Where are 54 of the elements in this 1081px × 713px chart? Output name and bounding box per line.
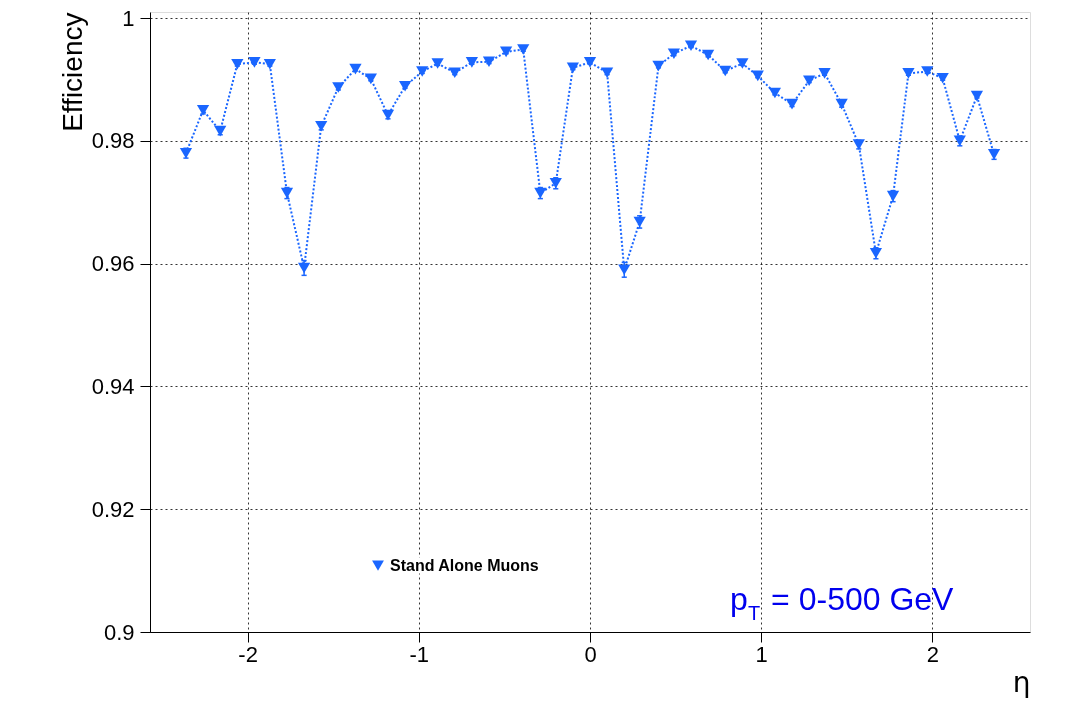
point bbox=[448, 67, 461, 79]
point bbox=[349, 63, 362, 75]
point bbox=[431, 58, 444, 69]
point bbox=[315, 120, 328, 132]
x-axis-title: η bbox=[1012, 665, 1031, 699]
x-tick-label: -2 bbox=[238, 641, 258, 667]
point bbox=[517, 44, 530, 55]
point bbox=[921, 66, 934, 77]
point bbox=[987, 149, 1001, 160]
y-tick-label: 0.92 bbox=[91, 496, 135, 522]
point bbox=[248, 57, 261, 68]
point bbox=[702, 49, 715, 61]
point bbox=[482, 56, 496, 68]
x-tick-label: 0 bbox=[584, 641, 597, 667]
point bbox=[231, 58, 244, 70]
y-axis-title: Efficiency bbox=[56, 12, 88, 132]
point bbox=[381, 109, 395, 121]
x-tick-label: 1 bbox=[755, 641, 768, 667]
point bbox=[398, 80, 412, 92]
point bbox=[601, 67, 614, 79]
x-tick-label: -1 bbox=[409, 641, 430, 667]
point bbox=[214, 125, 227, 137]
y-tick-label: 1 bbox=[122, 5, 135, 31]
point bbox=[652, 60, 665, 72]
x-tick-label: 2 bbox=[926, 641, 940, 667]
point bbox=[852, 139, 865, 150]
point bbox=[803, 75, 816, 87]
point bbox=[566, 62, 579, 74]
y-tick-label: 0.9 bbox=[103, 619, 135, 645]
point bbox=[196, 104, 210, 116]
point bbox=[768, 87, 782, 99]
point bbox=[583, 57, 597, 68]
point bbox=[818, 68, 831, 79]
point bbox=[835, 98, 848, 110]
point bbox=[719, 65, 732, 77]
point bbox=[970, 90, 984, 102]
point bbox=[736, 58, 749, 69]
point bbox=[263, 58, 276, 70]
y-tick-label: 0.96 bbox=[91, 251, 135, 277]
point bbox=[297, 262, 311, 274]
point bbox=[684, 40, 698, 52]
point bbox=[667, 48, 681, 60]
y-tick-label: 0.94 bbox=[91, 373, 135, 399]
point bbox=[936, 72, 949, 84]
point bbox=[902, 68, 915, 79]
point bbox=[499, 46, 513, 58]
y-tick-label: 0.98 bbox=[91, 128, 135, 154]
point bbox=[785, 98, 799, 110]
point bbox=[465, 57, 478, 68]
point bbox=[751, 70, 764, 82]
point bbox=[364, 73, 377, 85]
point bbox=[416, 66, 429, 77]
legend-label: Stand Alone Muons bbox=[390, 556, 539, 574]
point bbox=[332, 82, 345, 93]
